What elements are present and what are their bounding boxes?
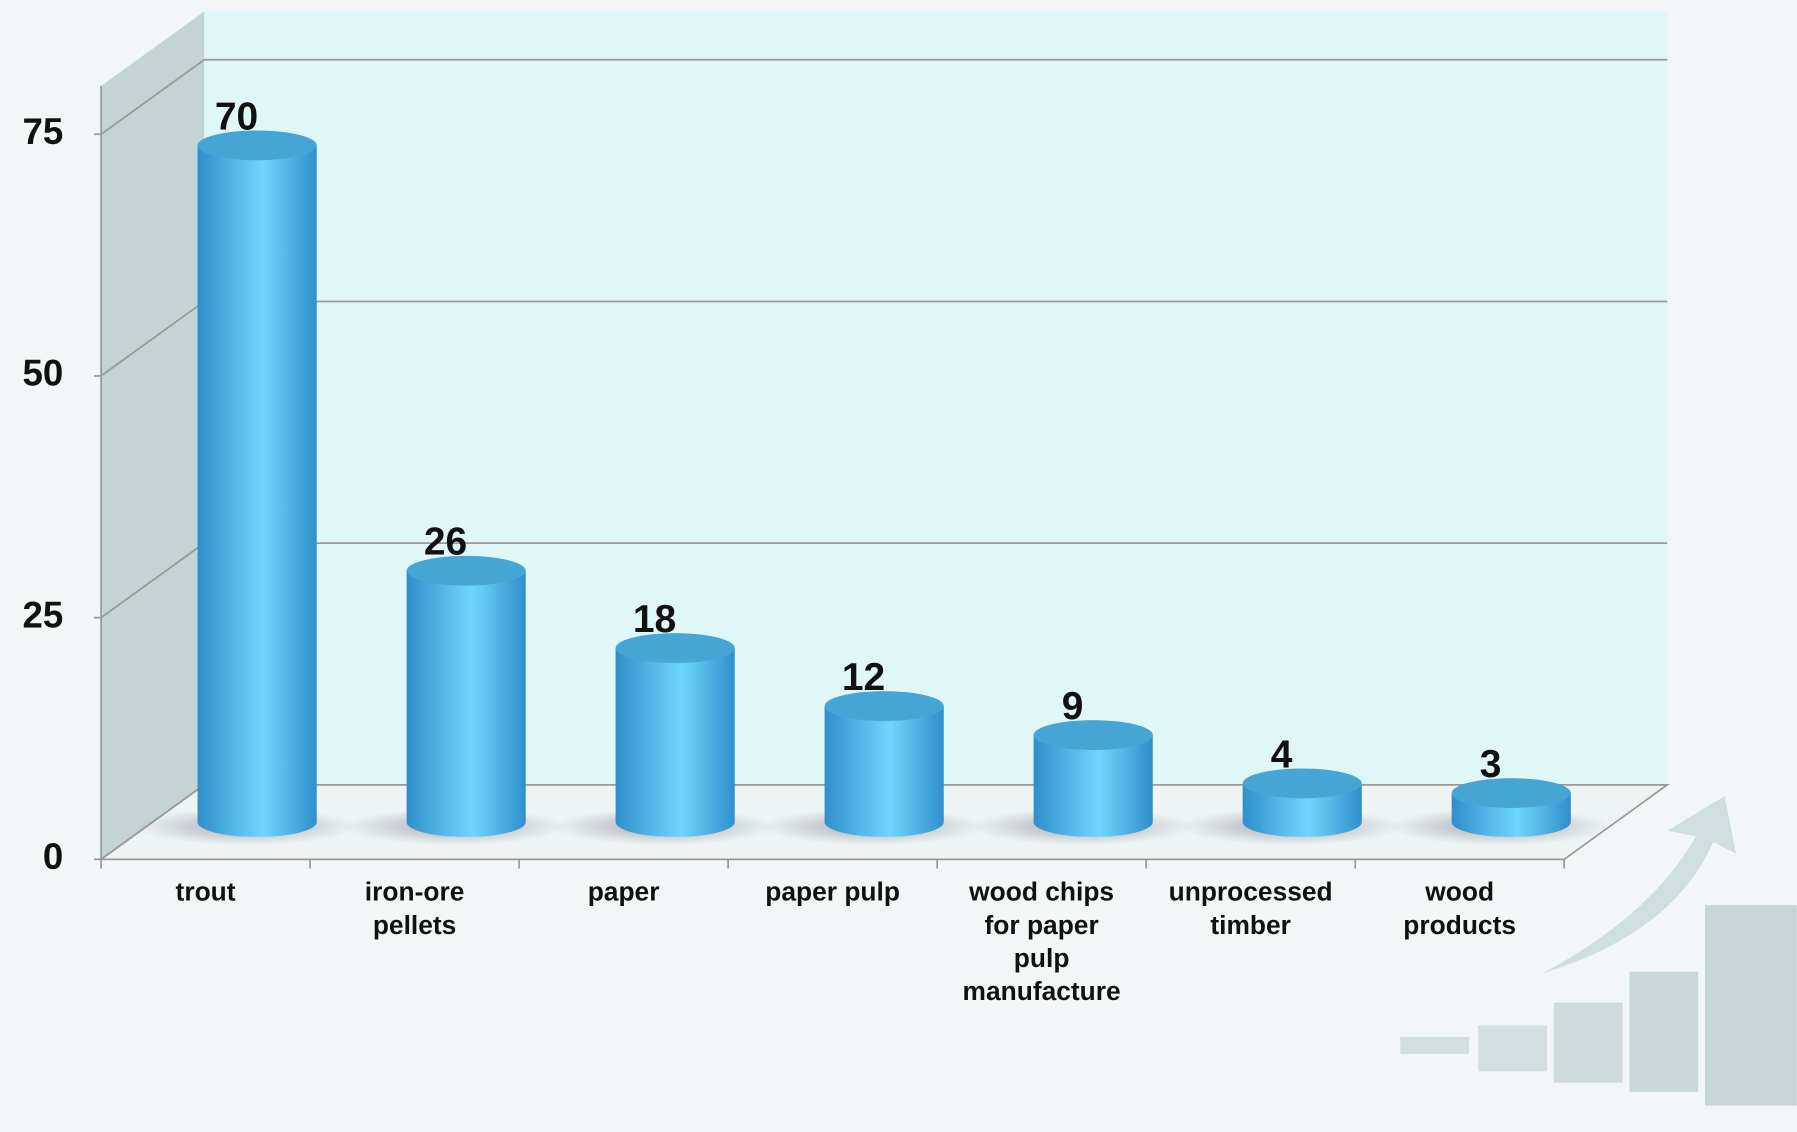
x-tick-label-box: iron-ore pellets [364,876,465,940]
bar [761,691,984,845]
y-tick-label: 50 [22,353,63,394]
data-label: 4 [1271,733,1293,776]
bar-body [615,648,735,837]
bar-body [824,706,944,837]
bar-body [406,570,526,837]
grid-line [100,59,205,135]
x-tick-label: paper pulp [765,876,900,907]
x-tick-label-box: trout [175,876,236,907]
bar-top [824,691,944,721]
x-tick-label: iron-ore pellets [364,876,465,940]
bar-top [1033,720,1153,750]
x-tick-label: paper [587,876,660,907]
back-wall [204,11,1668,785]
bar [552,633,775,845]
x-tick-label-box: paper pulp [765,876,900,907]
x-tick-label: unprocessed timber [1168,876,1333,940]
bar-body [1242,783,1362,837]
x-tick-label: trout [175,876,236,907]
x-tick-label-box: unprocessed timber [1168,876,1333,940]
x-tick-label: wood products [1403,876,1517,940]
x-tick-label: wood chips for paper pulp manufacture [962,876,1121,1006]
bar-top [406,555,526,586]
bar-body [1033,735,1153,837]
bar-top [615,633,735,663]
bar [970,720,1193,845]
data-label: 18 [633,598,676,641]
bar-top [1242,768,1362,799]
y-tick-label: 0 [43,836,63,877]
bar [1179,768,1402,845]
y-tick-label: 25 [22,594,63,635]
bar-top [197,130,317,161]
x-tick-label-box: wood chips for paper pulp manufacture [962,876,1121,1006]
data-label: 3 [1480,743,1502,786]
data-label: 70 [215,95,258,138]
decoration [1400,796,1797,1106]
bar [343,555,566,845]
data-label: 9 [1062,685,1084,728]
side-wall [101,11,205,860]
bar [134,130,357,845]
x-tick-label-box: wood products [1403,876,1517,940]
bar [1388,778,1611,845]
x-tick-label-box: paper [587,876,660,907]
y-tick-label: 75 [22,111,63,152]
bar-body [197,145,317,837]
data-label: 26 [424,521,467,564]
grid-line [100,300,205,377]
grid-line [100,542,205,619]
data-label: 12 [842,656,885,699]
bar-top [1451,778,1571,808]
